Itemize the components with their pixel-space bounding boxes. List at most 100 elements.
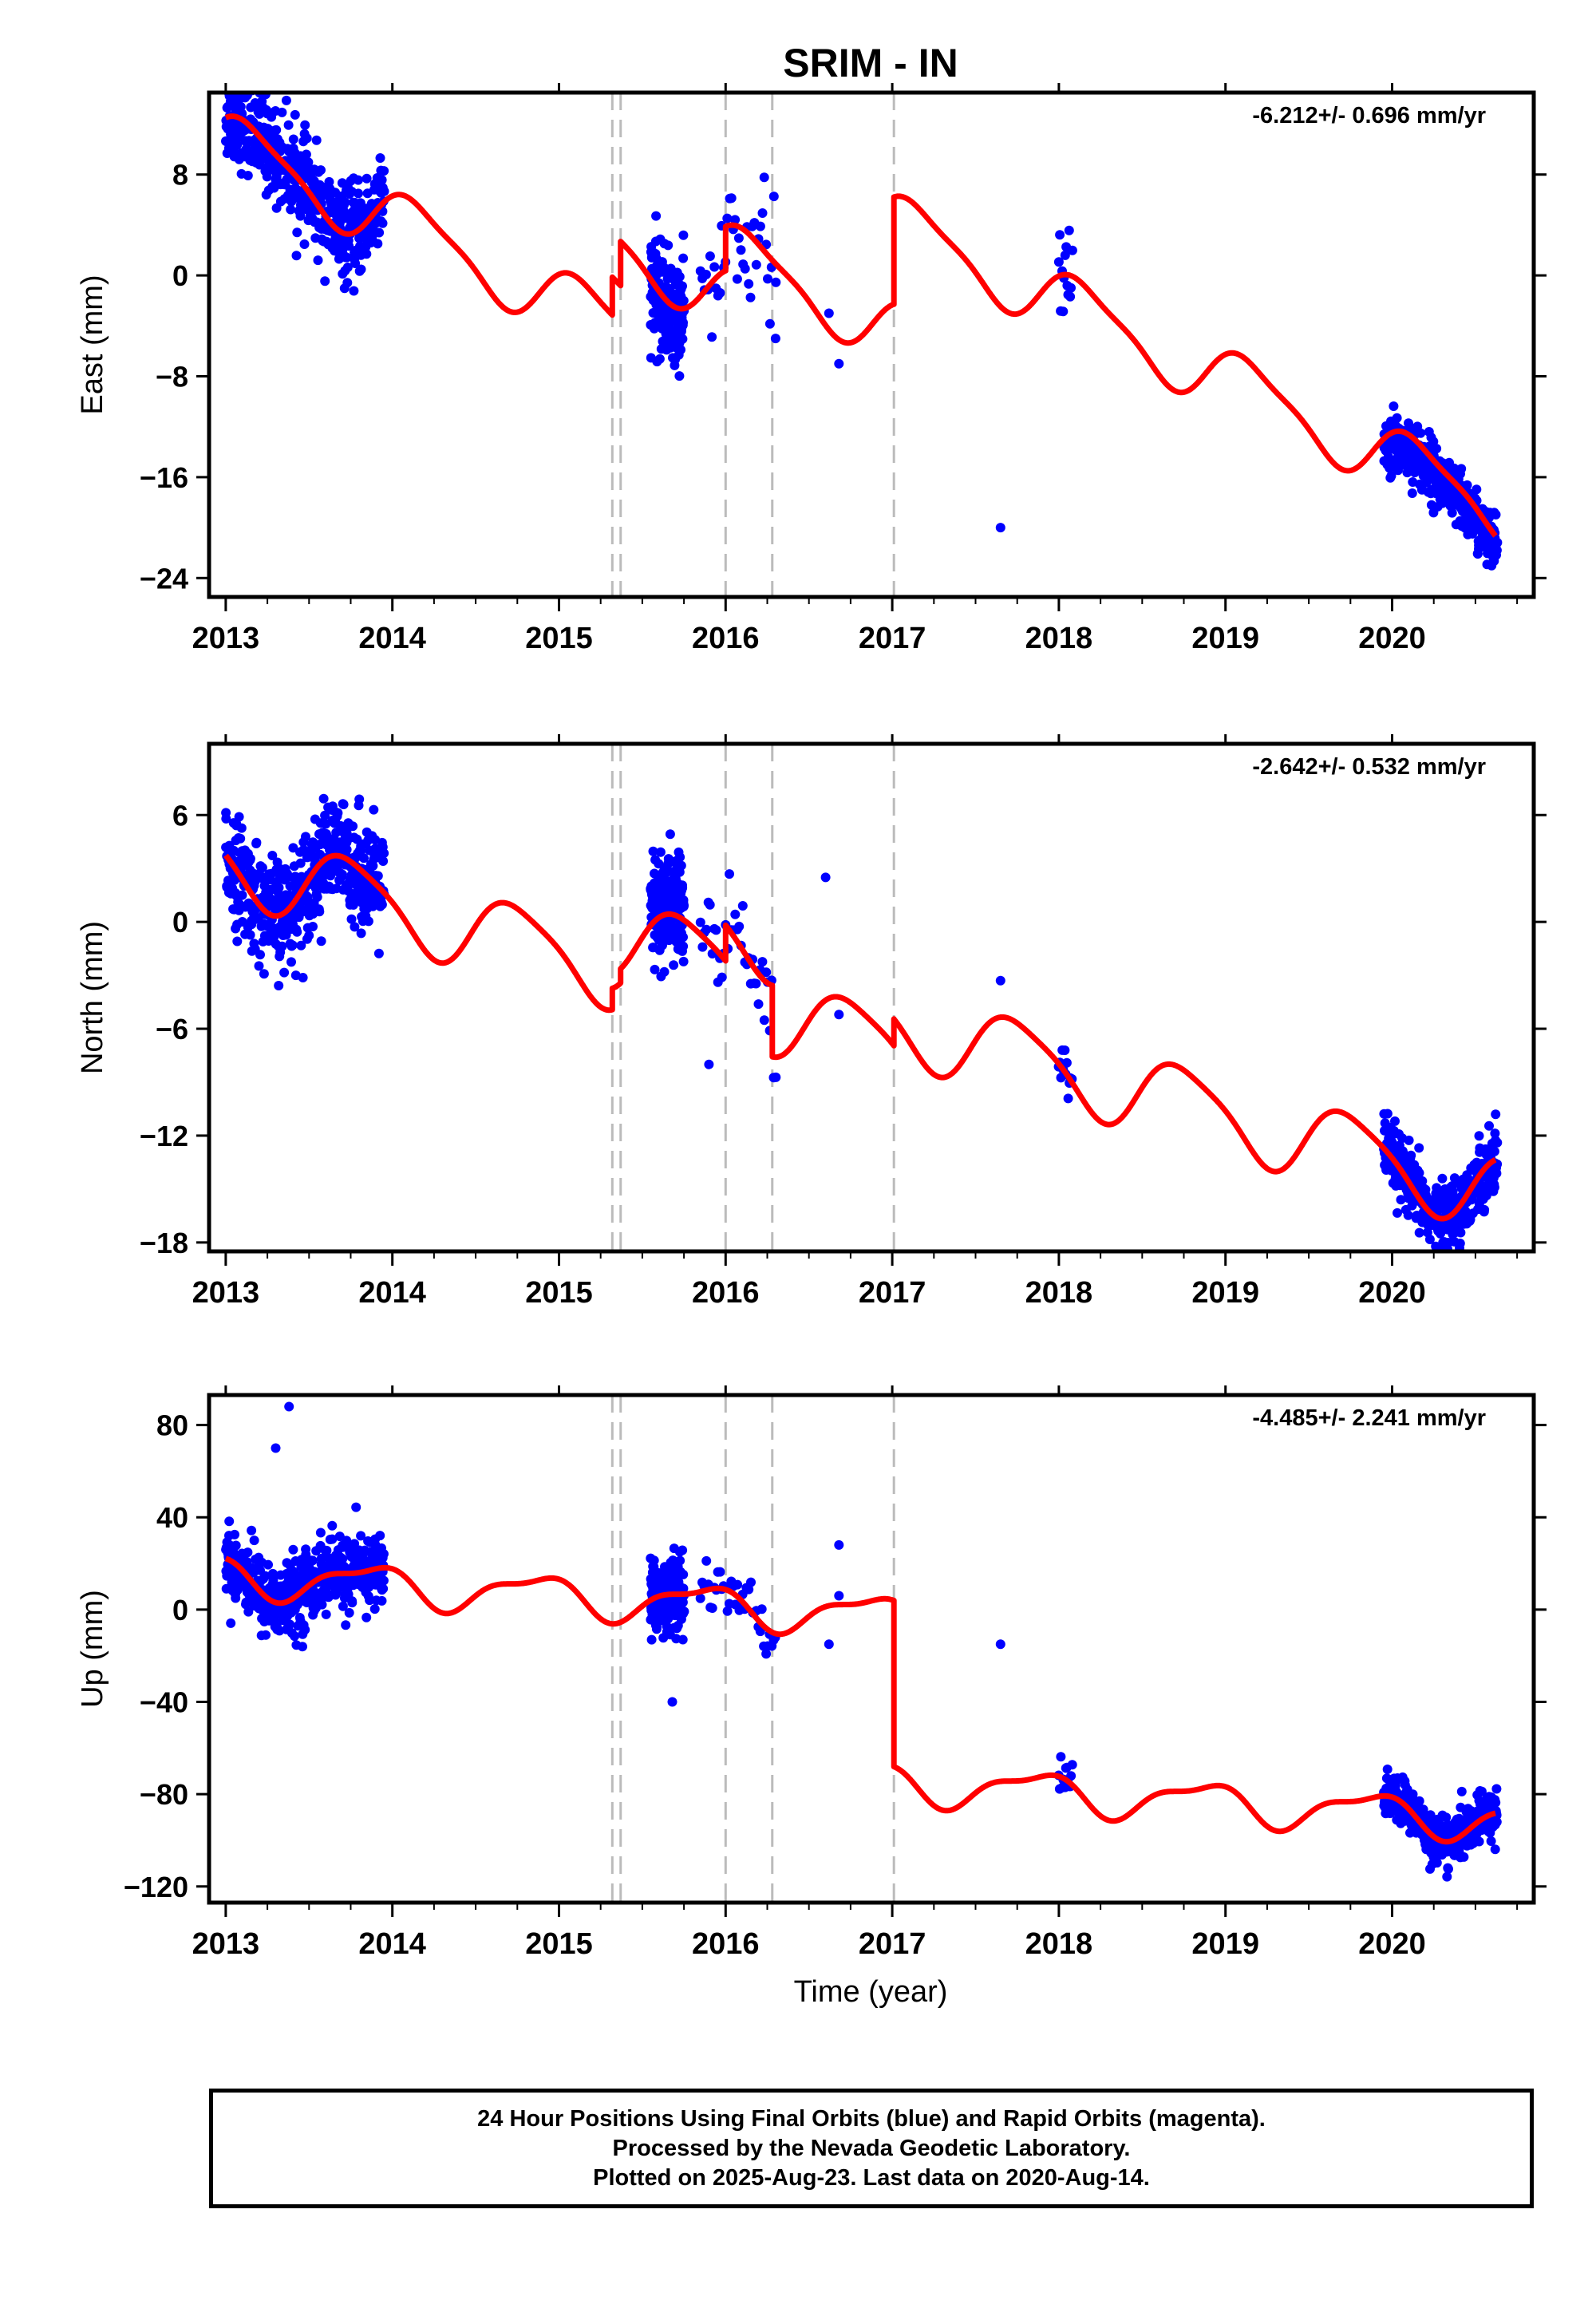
data-point: [730, 215, 741, 225]
y-axis-label-east: East (mm): [76, 275, 109, 414]
data-point: [711, 925, 721, 935]
x-tick-label: 2015: [525, 622, 593, 655]
y-axis-label-up: Up (mm): [76, 1590, 109, 1708]
data-point: [761, 967, 772, 978]
data-point: [725, 869, 734, 879]
data-point: [241, 76, 251, 85]
data-point: [247, 1525, 257, 1535]
footer-info-box: 24 Hour Positions Using Final Orbits (bl…: [209, 2089, 1534, 2208]
data-point: [678, 334, 688, 344]
y-tick-label: −120: [124, 1871, 188, 1903]
data-point: [679, 1607, 689, 1617]
data-point: [726, 193, 737, 204]
y-tick-label: −16: [140, 461, 188, 494]
x-tick-label: 2019: [1191, 1276, 1259, 1310]
x-tick-label: 2017: [859, 622, 926, 655]
rate-annotation-east: -6.212+/- 0.696 mm/yr: [1252, 103, 1486, 128]
data-point: [1056, 1752, 1066, 1762]
data-point: [344, 241, 354, 251]
x-tick-label: 2013: [192, 1927, 260, 1961]
x-tick-label: 2015: [525, 1927, 593, 1961]
data-point: [379, 848, 389, 859]
plot-frame: [207, 90, 1536, 599]
data-point: [751, 259, 761, 270]
data-point: [834, 1010, 844, 1020]
data-point: [736, 245, 746, 255]
data-point: [277, 941, 287, 951]
data-point: [292, 927, 302, 937]
data-point: [824, 308, 834, 318]
data-point: [315, 1528, 326, 1538]
data-point: [378, 1549, 389, 1559]
data-point: [715, 288, 725, 298]
data-point: [342, 263, 353, 272]
data-point: [733, 233, 744, 243]
data-point: [231, 1540, 241, 1551]
data-point: [288, 843, 298, 853]
data-point: [1491, 1109, 1501, 1120]
data-point: [764, 318, 775, 329]
data-point: [1393, 465, 1403, 476]
data-point: [284, 1401, 294, 1412]
data-point: [287, 940, 298, 951]
data-point: [771, 1072, 781, 1082]
data-point: [285, 1619, 295, 1630]
data-point: [356, 928, 366, 939]
data-point: [321, 1609, 331, 1619]
data-point: [379, 166, 389, 176]
data-point: [1382, 1765, 1393, 1774]
data-point: [378, 856, 389, 866]
data-point: [245, 78, 255, 88]
data-point: [342, 844, 352, 855]
data-point: [311, 135, 322, 145]
y-tick-label: 40: [156, 1501, 188, 1534]
data-point: [318, 793, 329, 804]
data-point: [770, 334, 780, 344]
data-point: [236, 80, 246, 89]
x-tick-label: 2019: [1191, 622, 1259, 655]
data-point: [298, 973, 308, 982]
data-point: [678, 295, 689, 306]
data-point: [1392, 413, 1402, 423]
data-point: [379, 186, 389, 196]
data-point: [267, 851, 278, 860]
data-point: [763, 274, 772, 284]
data-point: [1455, 1239, 1465, 1248]
model-fit-line-east: [223, 113, 1498, 538]
data-point: [230, 1529, 239, 1539]
data-point: [333, 808, 343, 818]
data-point: [717, 972, 727, 982]
data-point: [375, 1531, 385, 1541]
data-point: [279, 967, 290, 978]
data-point: [341, 1620, 351, 1630]
data-point: [1055, 230, 1065, 240]
x-tick-label: 2014: [358, 1927, 426, 1961]
data-point: [676, 345, 685, 355]
data-points-north: [221, 793, 1503, 1251]
data-point: [746, 1577, 756, 1587]
footer-line-orbits: 24 Hour Positions Using Final Orbits (bl…: [477, 2105, 1266, 2132]
data-point: [676, 860, 686, 871]
y-tick-label: 80: [156, 1409, 188, 1442]
x-tick-label: 2019: [1191, 1927, 1259, 1961]
data-point: [1414, 1143, 1424, 1153]
data-point: [697, 942, 708, 952]
data-point: [286, 957, 296, 967]
data-point: [288, 1544, 298, 1555]
data-point: [701, 924, 712, 935]
data-point: [755, 221, 765, 231]
data-point: [1491, 1817, 1502, 1827]
x-tick-label: 2013: [192, 622, 260, 655]
data-point: [327, 1520, 338, 1531]
data-point: [300, 1625, 310, 1635]
data-point: [356, 264, 366, 275]
data-point: [354, 794, 365, 804]
data-point: [707, 1603, 717, 1613]
data-point: [744, 279, 754, 289]
data-point: [1492, 1137, 1503, 1148]
data-point: [1061, 1057, 1072, 1068]
x-tick-label: 2015: [525, 1276, 593, 1310]
data-point: [1456, 1227, 1466, 1238]
y-tick-label: −6: [156, 1013, 188, 1045]
data-point: [298, 1642, 307, 1652]
